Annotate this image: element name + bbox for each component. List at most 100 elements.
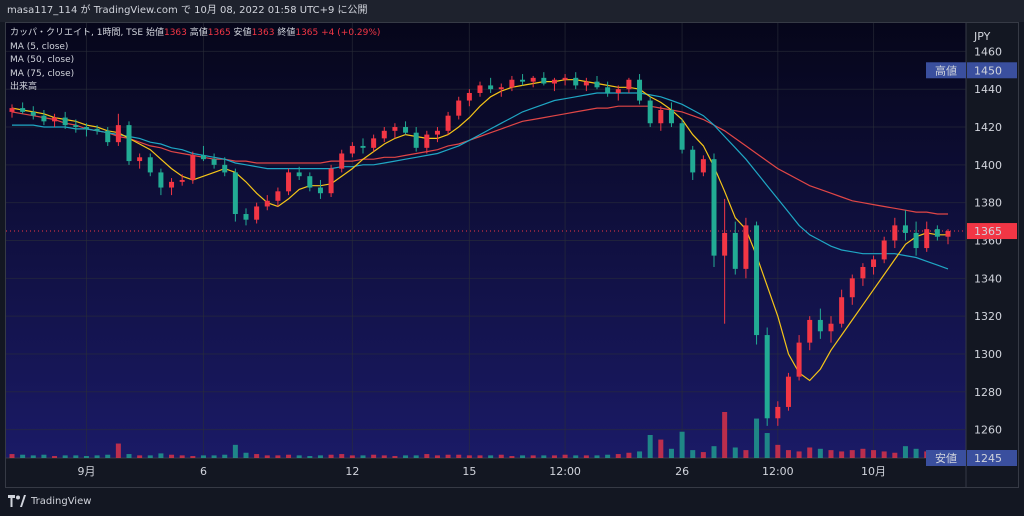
candle-body	[605, 87, 611, 93]
candle-body	[147, 157, 153, 173]
candle-body	[83, 127, 89, 129]
volume-bar	[530, 455, 536, 458]
volume-bar	[477, 455, 483, 458]
price-tick-label: 1460	[974, 45, 1002, 58]
volume-bar	[626, 452, 632, 458]
volume-bar	[317, 455, 323, 458]
candle-body	[679, 123, 685, 150]
volume-bar	[20, 454, 26, 458]
candle-body	[881, 240, 887, 260]
candle-body	[477, 85, 483, 93]
legend-open-label: 始値	[145, 28, 164, 38]
volume-bar	[871, 450, 877, 458]
price-tick-label: 1440	[974, 83, 1002, 96]
legend-ma50[interactable]: MA (50, close)	[10, 55, 75, 65]
legend-ma5[interactable]: MA (5, close)	[10, 41, 69, 52]
candle-body	[126, 125, 132, 162]
chart-panel[interactable]: 1260 1280 1300 1320 1340 1360 1380 1400 1420 1440…	[5, 22, 1019, 488]
candle-body	[158, 172, 164, 188]
candle-body	[211, 159, 217, 165]
candle-body	[647, 100, 653, 124]
time-tick-label: 6	[200, 465, 207, 478]
volume-bar	[700, 452, 706, 458]
high-tag-value: 1450	[974, 64, 1002, 77]
candle-body	[498, 87, 504, 90]
candle-body	[615, 89, 621, 93]
legend-volume[interactable]: 出来高	[10, 82, 38, 92]
time-tick-label: 9月	[77, 465, 95, 478]
volume-bar	[658, 439, 664, 458]
candle-body	[871, 259, 877, 267]
candle-body	[690, 149, 696, 173]
candle-body	[392, 127, 398, 131]
volume-bar	[413, 455, 419, 458]
grid	[6, 23, 966, 458]
volume-bar	[403, 455, 409, 458]
volume-bar	[849, 450, 855, 458]
price-tick-label: 1260	[974, 424, 1002, 437]
candle-body	[860, 266, 866, 279]
volume-bar	[860, 448, 866, 458]
legend-ma75[interactable]: MA (75, close)	[10, 68, 75, 79]
volume-bar	[775, 444, 781, 458]
time-tick-label: 10月	[861, 465, 886, 478]
chart-canvas[interactable]: 1260128013001320134013601380140014201440…	[6, 23, 1018, 487]
candle-body	[520, 79, 526, 82]
volume-bar	[83, 456, 89, 458]
candle-body	[541, 77, 547, 84]
time-axis-background	[6, 458, 966, 487]
candle-body	[488, 85, 494, 90]
footer: TradingView	[0, 488, 1024, 516]
volume-bar	[307, 456, 313, 458]
price-axis[interactable]: 1260128013001320134013601380140014201440…	[974, 45, 1002, 436]
volume-bar	[722, 412, 728, 458]
time-axis[interactable]: 9月 6 12 15 12:00 26 12:00 10月	[77, 465, 886, 478]
candle-body	[94, 128, 100, 131]
legend-low-label: 安値	[233, 28, 252, 38]
candle-body	[573, 77, 579, 86]
candle-body	[105, 130, 111, 143]
candle-body	[137, 157, 143, 162]
volume-bar	[743, 450, 749, 458]
candle-body	[658, 110, 664, 124]
price-tick-label: 1420	[974, 121, 1002, 134]
volume-bar	[445, 454, 451, 458]
candle-body	[743, 225, 749, 269]
volume-bar	[583, 455, 589, 458]
candle-body	[222, 164, 228, 173]
volume-bar	[147, 455, 153, 458]
volume-bar	[62, 455, 68, 458]
volume-bar	[690, 450, 696, 458]
tradingview-logo[interactable]: TradingView	[8, 495, 91, 507]
last-price-tag-value: 1365	[974, 225, 1002, 238]
volume-bar	[371, 454, 377, 458]
volume-bar	[466, 455, 472, 458]
volume-bar	[254, 454, 260, 458]
low-tag-value-bg	[967, 450, 1017, 466]
volume-bar	[509, 456, 515, 458]
volume-bar	[892, 452, 898, 458]
candle-body	[785, 376, 791, 407]
price-tags: 高値 1450 1365 安値 1245	[926, 62, 1017, 466]
volume-bar	[200, 455, 206, 458]
low-tag-label-bg	[926, 450, 966, 466]
candle-body	[413, 132, 419, 148]
volume-bar	[541, 455, 547, 458]
time-tick-label: 12	[345, 465, 359, 478]
volume-bar	[211, 455, 217, 458]
volume-bar	[381, 455, 387, 458]
legend-close: 1365	[295, 28, 319, 38]
volume-bar	[275, 455, 281, 458]
high-tag-label: 高値	[935, 63, 957, 77]
volume-bar	[115, 443, 121, 458]
candle-body	[849, 278, 855, 298]
price-tick-label: 1280	[974, 386, 1002, 399]
volume-bar	[339, 454, 345, 458]
volume-bar	[243, 452, 249, 458]
candle-body	[200, 155, 206, 160]
candle-body	[700, 159, 706, 173]
volume-bar	[551, 455, 557, 458]
candle-body	[828, 323, 834, 332]
candle-body	[445, 115, 451, 131]
candle-body	[434, 130, 440, 135]
